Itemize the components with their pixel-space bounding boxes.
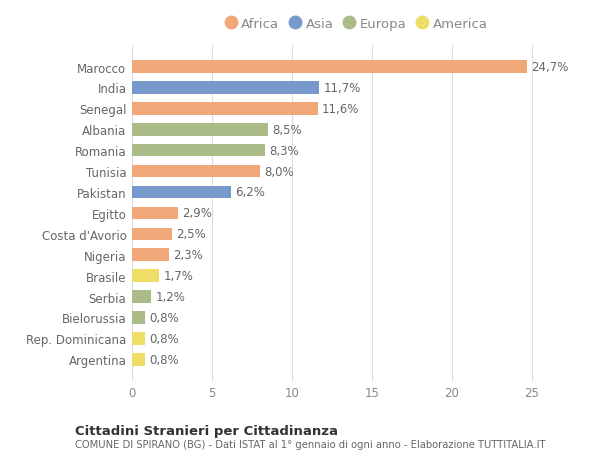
Text: 0,8%: 0,8%	[149, 353, 178, 366]
Bar	[132, 186, 231, 199]
Text: 11,6%: 11,6%	[322, 103, 359, 116]
Bar	[132, 353, 145, 366]
Text: 8,3%: 8,3%	[269, 145, 298, 157]
Bar	[132, 270, 159, 282]
Bar	[132, 82, 319, 95]
Bar	[132, 291, 151, 303]
Bar	[132, 312, 145, 324]
Text: 8,0%: 8,0%	[264, 165, 293, 178]
Text: 6,2%: 6,2%	[235, 186, 265, 199]
Legend: Africa, Asia, Europa, America: Africa, Asia, Europa, America	[220, 12, 493, 36]
Text: 0,8%: 0,8%	[149, 311, 178, 324]
Text: 0,8%: 0,8%	[149, 332, 178, 345]
Bar	[132, 332, 145, 345]
Bar	[132, 228, 172, 241]
Text: 2,5%: 2,5%	[176, 228, 206, 241]
Text: 24,7%: 24,7%	[531, 61, 569, 74]
Bar	[132, 165, 260, 178]
Bar	[132, 249, 169, 262]
Bar	[132, 103, 317, 115]
Text: 2,3%: 2,3%	[173, 249, 203, 262]
Text: 1,7%: 1,7%	[163, 269, 193, 282]
Bar	[132, 145, 265, 157]
Bar	[132, 124, 268, 136]
Bar	[132, 61, 527, 73]
Text: 11,7%: 11,7%	[323, 82, 361, 95]
Text: 2,9%: 2,9%	[182, 207, 212, 220]
Text: 1,2%: 1,2%	[155, 291, 185, 303]
Text: 8,5%: 8,5%	[272, 123, 302, 136]
Bar	[132, 207, 178, 220]
Text: COMUNE DI SPIRANO (BG) - Dati ISTAT al 1° gennaio di ogni anno - Elaborazione TU: COMUNE DI SPIRANO (BG) - Dati ISTAT al 1…	[75, 440, 545, 449]
Text: Cittadini Stranieri per Cittadinanza: Cittadini Stranieri per Cittadinanza	[75, 424, 338, 437]
